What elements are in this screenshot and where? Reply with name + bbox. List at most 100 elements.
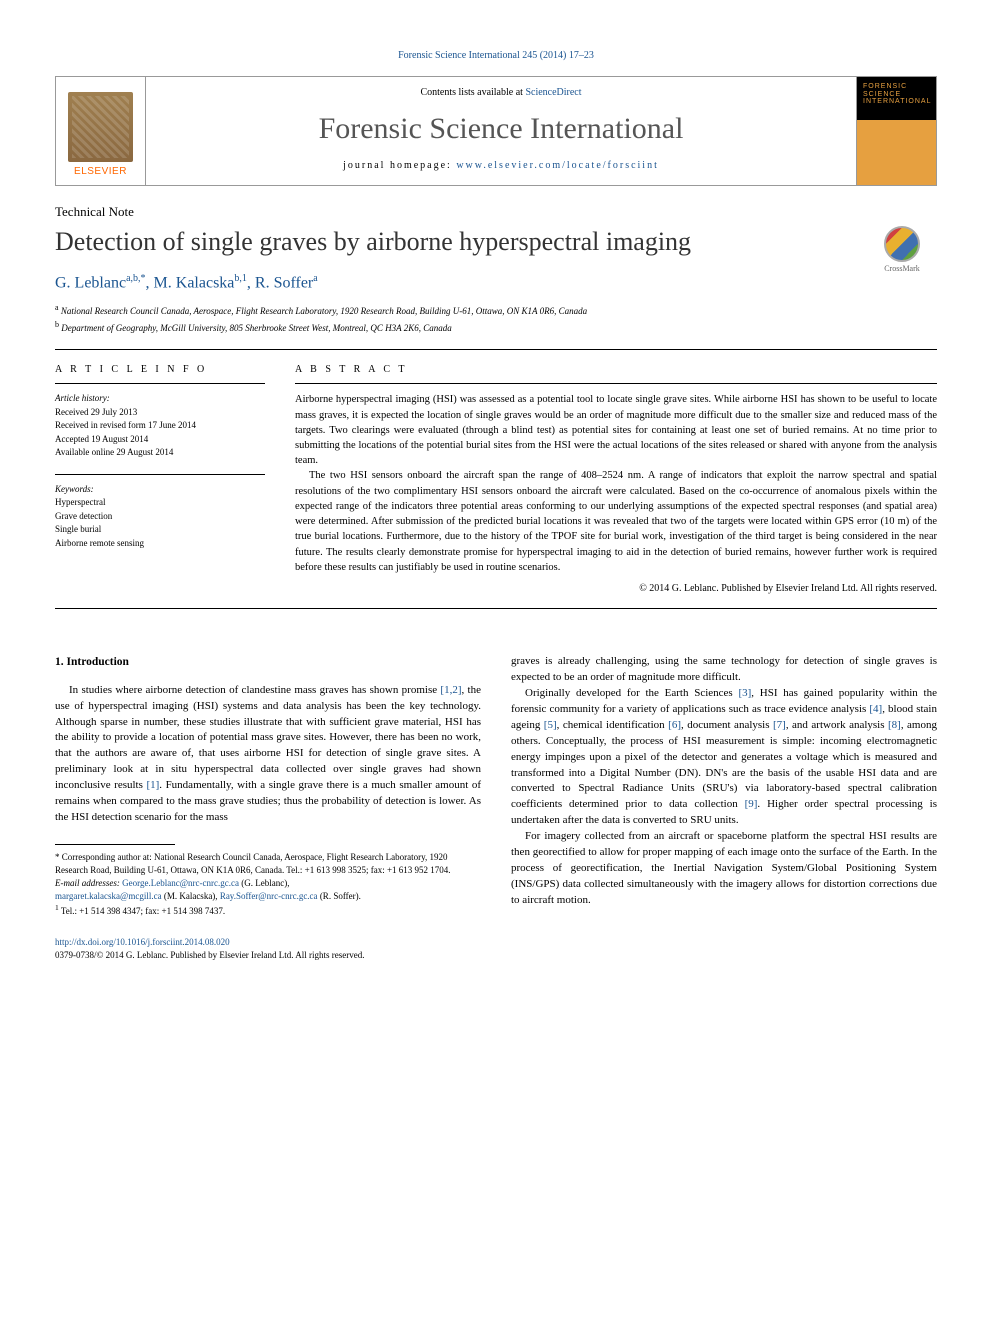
- keyword-1: Hyperspectral: [55, 496, 265, 510]
- authors: G. Leblanca,b,*, M. Kalacskab,1, R. Soff…: [55, 273, 937, 292]
- journal-ref-link[interactable]: Forensic Science International 245 (2014…: [398, 50, 594, 61]
- abstract-p1: Airborne hyperspectral imaging (HSI) was…: [295, 392, 937, 468]
- left-column: 1. Introduction In studies where airborn…: [55, 654, 481, 918]
- email-3-sfx: (R. Soffer).: [318, 891, 361, 901]
- ref-6[interactable]: [6]: [668, 719, 681, 731]
- abstract-divider: [295, 383, 937, 384]
- author-1-affil: a,b,: [126, 273, 140, 284]
- keyword-3: Single burial: [55, 523, 265, 537]
- article-type: Technical Note: [55, 204, 937, 220]
- page: Forensic Science International 245 (2014…: [0, 0, 992, 1011]
- ref-9[interactable]: [9]: [745, 798, 758, 810]
- elsevier-text: ELSEVIER: [74, 166, 127, 177]
- keywords-label: Keywords:: [55, 483, 265, 497]
- abstract-heading: A B S T R A C T: [295, 364, 937, 375]
- emails-2: margaret.kalacska@mcgill.ca (M. Kalacska…: [55, 890, 481, 903]
- author-3[interactable]: , R. Soffer: [247, 274, 313, 291]
- intro-p3: For imagery collected from an aircraft o…: [511, 829, 937, 909]
- journal-cover-thumbnail[interactable]: FORENSIC SCIENCE INTERNATIONAL: [856, 77, 936, 185]
- footnote-divider: [55, 844, 175, 845]
- elsevier-logo[interactable]: ELSEVIER: [56, 77, 146, 185]
- homepage-line: journal homepage: www.elsevier.com/locat…: [166, 160, 836, 171]
- r6: , and artwork analysis: [786, 719, 888, 731]
- crossmark-badge[interactable]: CrossMark: [867, 226, 937, 273]
- crossmark-label: CrossMark: [884, 264, 920, 273]
- intro-p1-cont: graves is already challenging, using the…: [511, 654, 937, 686]
- footnotes: * Corresponding author at: National Rese…: [55, 851, 481, 918]
- journal-title: Forensic Science International: [166, 112, 836, 146]
- paper-title: Detection of single graves by airborne h…: [55, 226, 867, 257]
- article-info: A R T I C L E I N F O Article history: R…: [55, 364, 265, 594]
- footnote-1: 1 Tel.: +1 514 398 4347; fax: +1 514 398…: [55, 903, 481, 918]
- email-2-sfx: (M. Kalacska),: [162, 891, 220, 901]
- received: Received 29 July 2013: [55, 406, 265, 420]
- sciencedirect-link[interactable]: ScienceDirect: [525, 87, 581, 98]
- t1: In studies where airborne detection of c…: [69, 684, 440, 696]
- history-block: Article history: Received 29 July 2013 R…: [55, 392, 265, 460]
- ref-1-2[interactable]: [1,2]: [440, 684, 461, 696]
- corresponding-author: * Corresponding author at: National Rese…: [55, 851, 481, 877]
- affil-a: National Research Council Canada, Aerosp…: [59, 306, 588, 316]
- ref-7[interactable]: [7]: [773, 719, 786, 731]
- author-2[interactable]: , M. Kalacska: [146, 274, 235, 291]
- ref-3[interactable]: [3]: [738, 687, 751, 699]
- fn1-text: Tel.: +1 514 398 4347; fax: +1 514 398 7…: [59, 906, 225, 916]
- doi-link[interactable]: http://dx.doi.org/10.1016/j.forsciint.20…: [55, 937, 230, 947]
- cover-text: FORENSIC SCIENCE INTERNATIONAL: [863, 83, 936, 106]
- ref-4[interactable]: [4]: [869, 703, 882, 715]
- online: Available online 29 August 2014: [55, 446, 265, 460]
- email-label: E-mail addresses:: [55, 878, 122, 888]
- abstract-text: Airborne hyperspectral imaging (HSI) was…: [295, 392, 937, 575]
- elsevier-tree-icon: [68, 92, 133, 162]
- info-heading: A R T I C L E I N F O: [55, 364, 265, 375]
- keyword-2: Grave detection: [55, 510, 265, 524]
- author-3-affil: a: [313, 273, 317, 284]
- copyright: © 2014 G. Leblanc. Published by Elsevier…: [295, 583, 937, 594]
- info-divider-2: [55, 474, 265, 475]
- info-divider-1: [55, 383, 265, 384]
- ref-8[interactable]: [8]: [888, 719, 901, 731]
- crossmark-icon: [884, 226, 920, 262]
- footer: http://dx.doi.org/10.1016/j.forsciint.20…: [55, 936, 937, 961]
- author-2-affil: b,1: [234, 273, 247, 284]
- emails: E-mail addresses: George.Leblanc@nrc-cnr…: [55, 877, 481, 890]
- revised: Received in revised form 17 June 2014: [55, 419, 265, 433]
- author-1[interactable]: G. Leblanc: [55, 274, 126, 291]
- r1: Originally developed for the Earth Scien…: [525, 687, 738, 699]
- header-center: Contents lists available at ScienceDirec…: [146, 77, 856, 185]
- issn-copyright: 0379-0738/© 2014 G. Leblanc. Published b…: [55, 949, 937, 962]
- abstract-column: A B S T R A C T Airborne hyperspectral i…: [295, 364, 937, 594]
- contents-line: Contents lists available at ScienceDirec…: [166, 87, 836, 98]
- abstract-p2: The two HSI sensors onboard the aircraft…: [295, 468, 937, 575]
- affil-b: Department of Geography, McGill Universi…: [59, 323, 452, 333]
- section-1-heading: 1. Introduction: [55, 654, 481, 671]
- journal-header: ELSEVIER Contents lists available at Sci…: [55, 76, 937, 186]
- title-row: Detection of single graves by airborne h…: [55, 226, 937, 273]
- history-label: Article history:: [55, 392, 265, 406]
- r4: , chemical identification: [557, 719, 669, 731]
- intro-p2: Originally developed for the Earth Scien…: [511, 686, 937, 829]
- contents-prefix: Contents lists available at: [420, 87, 525, 98]
- keyword-4: Airborne remote sensing: [55, 537, 265, 551]
- t2: , the use of hyperspectral imaging (HSI)…: [55, 684, 481, 792]
- email-3[interactable]: Ray.Soffer@nrc-cnrc.gc.ca: [220, 891, 318, 901]
- email-1[interactable]: George.Leblanc@nrc-cnrc.gc.ca: [122, 878, 239, 888]
- homepage-prefix: journal homepage:: [343, 160, 456, 171]
- r7: , among others. Conceptually, the proces…: [511, 719, 937, 811]
- keywords-block: Keywords: Hyperspectral Grave detection …: [55, 483, 265, 551]
- divider-1: [55, 349, 937, 350]
- affiliations: a National Research Council Canada, Aero…: [55, 302, 937, 335]
- journal-reference[interactable]: Forensic Science International 245 (2014…: [55, 50, 937, 61]
- ref-1[interactable]: [1]: [146, 779, 159, 791]
- right-column: graves is already challenging, using the…: [511, 654, 937, 918]
- info-abstract-row: A R T I C L E I N F O Article history: R…: [55, 364, 937, 594]
- accepted: Accepted 19 August 2014: [55, 433, 265, 447]
- r5: , document analysis: [681, 719, 773, 731]
- body-columns: 1. Introduction In studies where airborn…: [55, 654, 937, 918]
- divider-2: [55, 608, 937, 609]
- intro-p1: In studies where airborne detection of c…: [55, 683, 481, 826]
- homepage-link[interactable]: www.elsevier.com/locate/forsciint: [456, 160, 659, 171]
- email-2[interactable]: margaret.kalacska@mcgill.ca: [55, 891, 162, 901]
- email-1-sfx: (G. Leblanc),: [239, 878, 289, 888]
- ref-5[interactable]: [5]: [544, 719, 557, 731]
